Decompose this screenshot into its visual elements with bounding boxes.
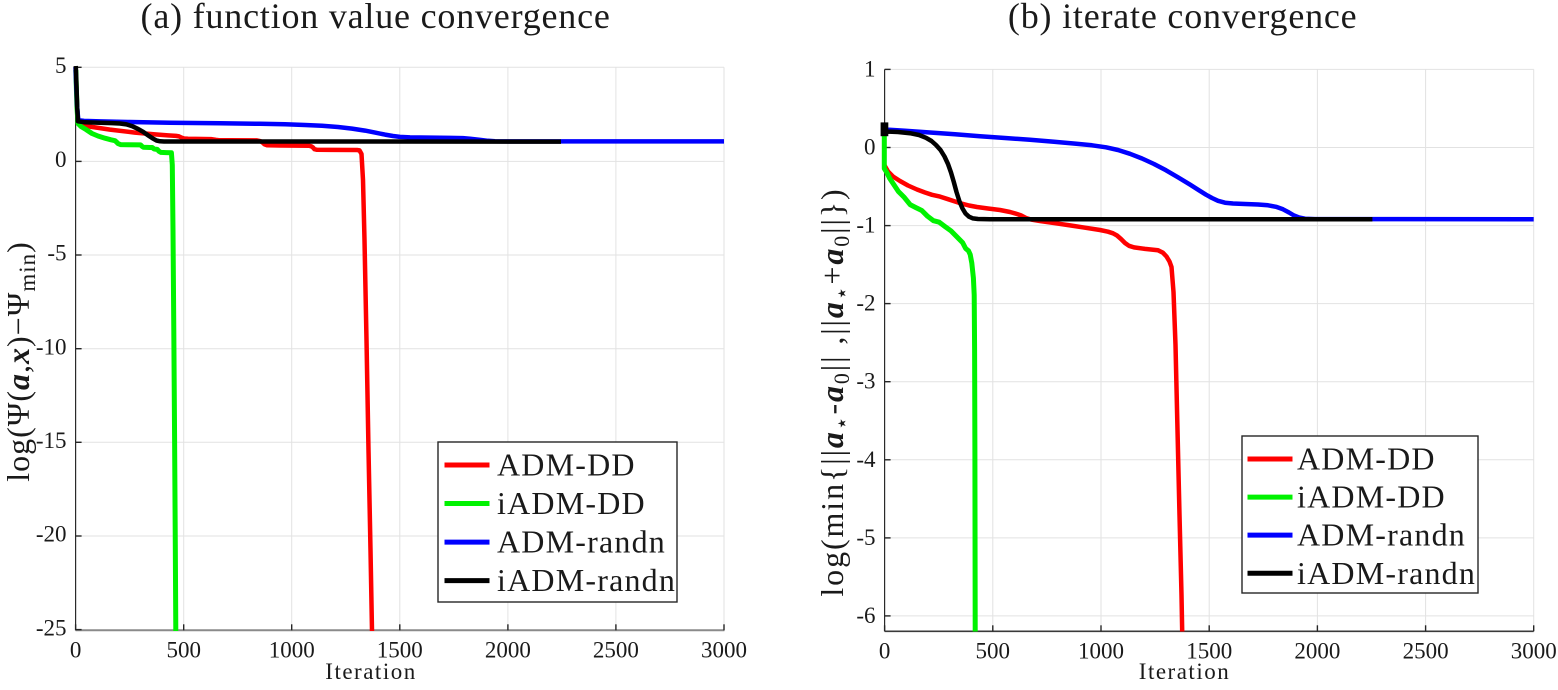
svg-text:-1: -1	[856, 213, 875, 238]
svg-text:Iteration: Iteration	[1139, 659, 1230, 684]
svg-text:0: 0	[55, 147, 67, 172]
svg-text:1500: 1500	[377, 638, 423, 663]
svg-text:-25: -25	[36, 615, 67, 640]
svg-text:5: 5	[55, 53, 67, 78]
svg-text:-20: -20	[36, 522, 67, 547]
svg-text:ADM-randn: ADM-randn	[497, 524, 666, 560]
svg-text:0: 0	[879, 639, 891, 664]
svg-text:1500: 1500	[1186, 639, 1232, 664]
svg-text:Iteration: Iteration	[325, 659, 416, 684]
svg-text:(b) iterate convergence: (b) iterate convergence	[1008, 0, 1358, 36]
svg-text:ADM-DD: ADM-DD	[1297, 441, 1436, 477]
svg-text:iADM-randn: iADM-randn	[1297, 555, 1476, 591]
svg-text:(a) function value convergence: (a) function value convergence	[141, 0, 611, 36]
svg-text:iADM-DD: iADM-DD	[497, 485, 646, 521]
svg-text:ADM-randn: ADM-randn	[1297, 517, 1466, 553]
svg-text:-15: -15	[36, 428, 67, 453]
svg-text:0: 0	[864, 135, 876, 160]
svg-text:0: 0	[70, 638, 82, 663]
svg-text:1: 1	[864, 56, 876, 81]
svg-text:-2: -2	[856, 291, 875, 316]
svg-text:1000: 1000	[1078, 639, 1124, 664]
svg-text:-5: -5	[856, 525, 875, 550]
svg-text:-10: -10	[36, 334, 67, 359]
svg-text:3000: 3000	[1511, 639, 1557, 664]
svg-text:-4: -4	[856, 447, 876, 472]
svg-text:500: 500	[166, 638, 201, 663]
svg-text:500: 500	[976, 639, 1011, 664]
svg-text:3000: 3000	[701, 638, 747, 663]
svg-text:2500: 2500	[593, 638, 639, 663]
svg-text:-6: -6	[856, 603, 875, 628]
svg-text:log(min{||a⋆-a0|| ,||a⋆+a0||}): log(min{||a⋆-a0|| ,||a⋆+a0||})	[814, 187, 854, 596]
svg-text:ADM-DD: ADM-DD	[497, 447, 636, 483]
svg-text:1000: 1000	[269, 638, 315, 663]
svg-text:iADM-DD: iADM-DD	[1297, 479, 1446, 515]
svg-text:-5: -5	[47, 241, 66, 266]
svg-text:iADM-randn: iADM-randn	[497, 562, 676, 598]
svg-text:2000: 2000	[485, 638, 531, 663]
svg-text:2500: 2500	[1403, 639, 1449, 664]
svg-text:-3: -3	[856, 369, 875, 394]
svg-text:2000: 2000	[1294, 639, 1340, 664]
